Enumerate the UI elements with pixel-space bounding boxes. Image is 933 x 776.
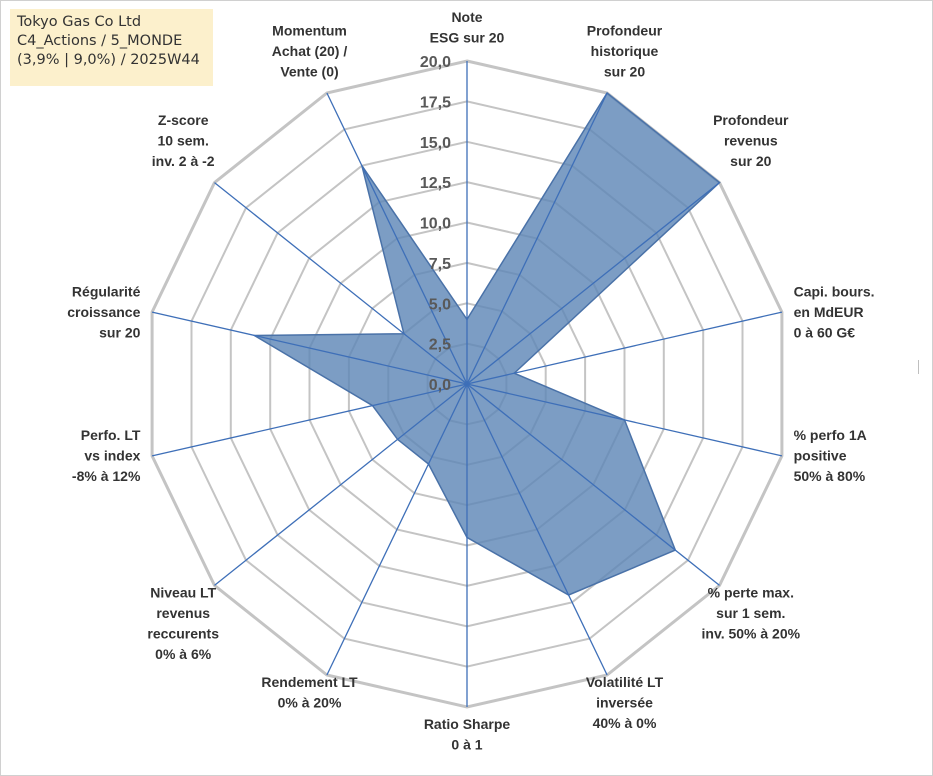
tick-label: 0,0	[429, 377, 451, 394]
tick-label: 5,0	[429, 296, 451, 313]
category-label-3: Capi. bours. en MdEUR 0 à 60 G€	[794, 283, 875, 340]
category-label-2: Profondeur revenus sur 20	[713, 112, 789, 169]
tick-label: 7,5	[429, 256, 451, 273]
axis-line-1	[466, 92, 608, 385]
resize-handle[interactable]	[918, 360, 923, 374]
category-label-13: Momentum Achat (20) / Vente (0)	[272, 23, 348, 80]
category-label-10: Perfo. LT vs index -8% à 12%	[72, 427, 141, 484]
tick-label: 20,0	[420, 54, 451, 71]
radar-axes	[151, 61, 783, 707]
category-label-8: Rendement LT 0% à 20%	[261, 674, 358, 711]
tick-label: 10,0	[420, 216, 451, 233]
category-label-5: % perte max. sur 1 sem. inv. 50% à 20%	[702, 584, 801, 641]
axis-line-9	[214, 383, 468, 586]
tick-label: 15,0	[420, 135, 451, 152]
category-label-0: Note ESG sur 20	[430, 9, 505, 46]
category-label-4: % perfo 1A positive 50% à 80%	[794, 427, 867, 484]
tick-label: 12,5	[420, 175, 451, 192]
axis-line-8	[326, 383, 468, 676]
axis-line-2	[466, 182, 720, 385]
company-name: Tokyo Gas Co Ltd	[17, 14, 142, 30]
portfolio-name: C4_Actions / 5_MONDE	[17, 33, 183, 49]
axis-line-13	[326, 92, 468, 385]
axis-line-5	[466, 383, 720, 586]
category-label-11: Régularité croissance sur 20	[67, 283, 140, 340]
axis-line-4	[466, 383, 783, 457]
portfolio-detail: (3,9% | 9,0%) / 2025W44	[17, 52, 200, 68]
tick-label: 17,5	[420, 94, 451, 111]
category-label-1: Profondeur historique sur 20	[587, 23, 663, 80]
axis-line-3	[466, 311, 783, 385]
category-label-6: Volatilité LT inversée 40% à 0%	[586, 674, 664, 731]
axis-line-11	[151, 311, 468, 385]
radar-tick-labels: 0,0 2,5 5,0 7,5 10,0 12,5 15,0 17,5 20,0	[420, 54, 451, 394]
axis-line-6	[466, 383, 608, 676]
tick-label: 2,5	[429, 337, 451, 354]
axis-line-10	[151, 383, 468, 457]
category-label-9: Niveau LT revenus reccurents 0% à 6%	[147, 584, 219, 662]
radar-category-labels: Note ESG sur 20 Profondeur historique sur 20…	[67, 9, 874, 753]
category-label-12: Z-score 10 sem. inv. 2 à -2	[152, 112, 215, 169]
axis-line-12	[214, 182, 468, 385]
info-box: Tokyo Gas Co Ltd C4_Actions / 5_MONDE (3…	[10, 9, 213, 86]
category-label-7: Ratio Sharpe 0 à 1	[424, 716, 511, 753]
